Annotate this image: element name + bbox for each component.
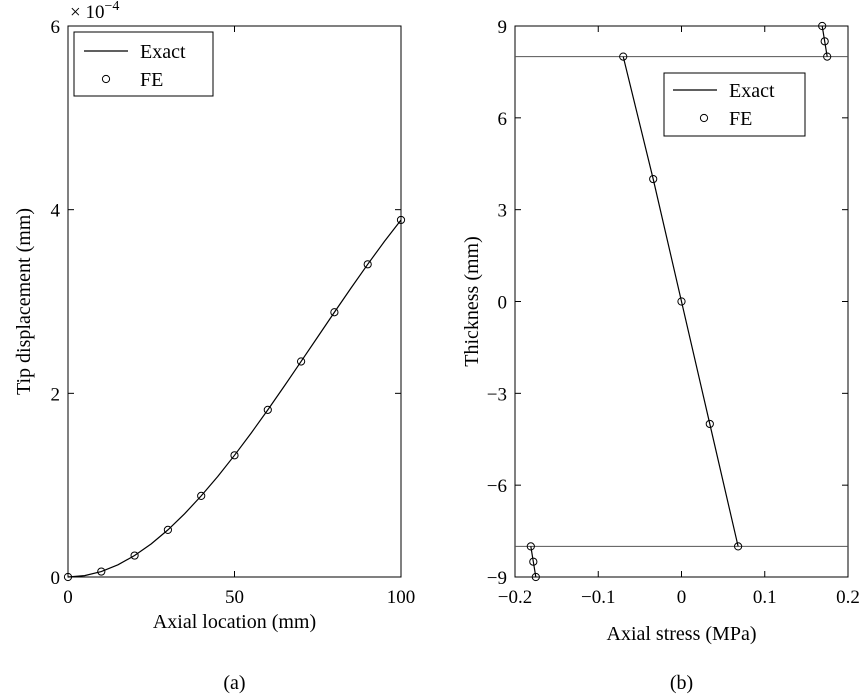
- fe-point: [63, 572, 73, 582]
- y-tick-label: 0: [51, 568, 61, 589]
- fe-point: [619, 52, 628, 61]
- fe-point: [197, 491, 206, 500]
- fe-point: [818, 21, 827, 31]
- fe-point: [820, 37, 829, 46]
- series-exact-line: [530, 546, 537, 578]
- panel-a: 0 50 100 0 2 4 6 × 10−4 Exact FE Axial locatio…: [13, 0, 415, 694]
- x-tick-label: 0.1: [753, 587, 777, 608]
- tick-labels-a: 0 50 100 0 2 4 6: [51, 17, 416, 608]
- legend-swatch-fe-a: [101, 74, 111, 84]
- legend-label-fe-b: FE: [729, 108, 752, 130]
- legend-b: Exact FE: [663, 72, 806, 137]
- y-axis-label-a: Tip displacement (mm): [13, 208, 35, 395]
- x-tick-label: 50: [225, 587, 244, 608]
- fe-point: [529, 557, 538, 566]
- fe-point: [705, 419, 714, 429]
- series-b: [526, 21, 832, 582]
- legend-label-exact-a: Exact: [140, 41, 186, 63]
- legend-label-fe-a: FE: [140, 69, 163, 91]
- legend-a: Exact FE: [73, 31, 214, 97]
- y-tick-label: 4: [51, 201, 61, 222]
- y-tick-label: −6: [487, 476, 507, 497]
- y-tick-label: 9: [498, 17, 508, 38]
- plot-frame-a: [67, 25, 402, 578]
- fe-point: [526, 542, 535, 551]
- x-tick-label: 100: [387, 587, 416, 608]
- fe-point: [263, 405, 272, 414]
- x-tick-label: 0.2: [836, 587, 860, 608]
- series-exact-line: [821, 25, 828, 57]
- x-tick-label: 0: [677, 587, 687, 608]
- legend-box-a: [73, 31, 214, 97]
- y-tick-label: 6: [51, 17, 61, 38]
- fe-point: [363, 260, 372, 269]
- fe-point: [130, 551, 139, 560]
- tick-labels-b: −0.2 −0.1 0 0.1 0.2 −9 −6 −3 0 3 6 9: [487, 17, 860, 608]
- fe-point: [649, 174, 658, 184]
- fe-point: [330, 308, 339, 317]
- x-tick-label: −0.2: [498, 587, 532, 608]
- fe-point: [823, 52, 832, 61]
- fe-point: [97, 567, 106, 576]
- y-tick-label: 0: [498, 293, 508, 314]
- fe-point: [531, 572, 540, 582]
- fe-point: [230, 451, 239, 460]
- fe-point: [677, 297, 686, 306]
- ticks-b: [514, 25, 849, 578]
- caption-a: (a): [223, 672, 245, 694]
- y-tick-label: 3: [498, 201, 508, 222]
- x-axis-label-b: Axial stress (MPa): [607, 623, 757, 645]
- ticks-a: [67, 25, 402, 578]
- panel-b: −0.2 −0.1 0 0.1 0.2 −9 −6 −3 0 3 6 9 Exact FE Axial…: [461, 17, 860, 694]
- series-a: [63, 215, 406, 582]
- legend-label-exact-b: Exact: [729, 80, 775, 102]
- x-tick-label: 0: [63, 587, 73, 608]
- y-tick-label: −9: [487, 568, 507, 589]
- y-multiplier-a: × 10−4: [70, 0, 119, 23]
- fe-point: [396, 215, 406, 225]
- fe-point: [163, 525, 172, 534]
- legend-swatch-fe-b: [699, 113, 709, 123]
- y-tick-label: −3: [487, 384, 507, 405]
- series-exact-line: [67, 219, 402, 578]
- y-tick-label: 2: [51, 384, 61, 405]
- series-exact-line: [622, 56, 739, 547]
- legend-box-b: [663, 72, 806, 137]
- caption-b: (b): [670, 672, 693, 694]
- y-axis-label-b: Thickness (mm): [461, 236, 483, 367]
- fe-point: [297, 357, 306, 366]
- fe-point: [734, 542, 743, 551]
- y-tick-label: 6: [498, 109, 508, 130]
- x-tick-label: −0.1: [581, 587, 615, 608]
- x-axis-label-a: Axial location (mm): [153, 611, 316, 633]
- reference-lines-b: [515, 56, 848, 547]
